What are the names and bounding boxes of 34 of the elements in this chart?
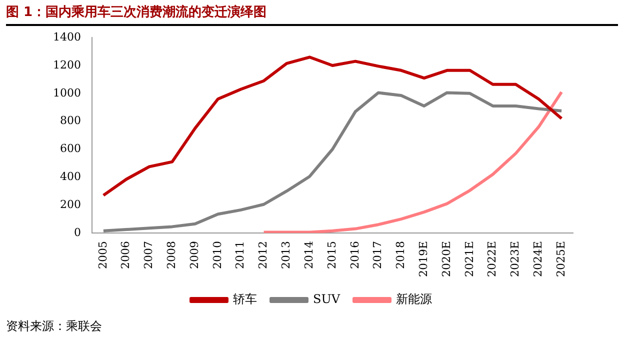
x-tick-label: 2011 [234, 240, 247, 269]
x-tick-label: 2005 [96, 240, 110, 269]
y-tick-label: 600 [60, 142, 81, 156]
legend-label: SUV [313, 292, 340, 306]
y-tick-label: 1200 [52, 58, 81, 72]
x-tick-label: 2017 [371, 240, 384, 269]
x-tick-label: 2009 [188, 240, 201, 269]
x-tick-label: 2018 [394, 240, 408, 269]
legend-label: 轿车 [233, 292, 257, 306]
x-tick-label: 2012 [256, 240, 270, 269]
x-tick-label: 2008 [165, 240, 178, 269]
x-tick-label: 2015 [325, 240, 338, 269]
y-tick-label: 400 [60, 170, 81, 184]
x-tick-label: 2022E [486, 240, 499, 278]
y-tick-label: 1000 [52, 86, 81, 100]
x-tick-label: 2023E [508, 240, 522, 278]
x-tick-label: 2014 [302, 240, 316, 269]
x-tick-label: 2010 [210, 240, 224, 269]
x-tick-label: 2020E [440, 240, 453, 278]
x-tick-label: 2016 [348, 240, 362, 269]
x-tick-label: 2013 [280, 240, 293, 269]
x-tick-label: 2006 [119, 240, 132, 269]
text: 资料来源：乘联会 [6, 318, 102, 335]
x-tick-label: 2019E [416, 240, 430, 278]
legend-label: 新能源 [396, 292, 432, 306]
y-tick-label: 800 [60, 114, 81, 128]
y-tick-label: 0 [74, 226, 81, 239]
x-tick-label: 2007 [142, 240, 156, 269]
x-tick-label: 2025E [554, 240, 568, 278]
x-tick-label: 2021E [462, 240, 476, 278]
y-tick-label: 1400 [52, 30, 81, 44]
x-tick-label: 2024E [532, 240, 544, 278]
chart-title: 图 1：国内乘用车三次消费潮流的变迁演绎图 [6, 3, 618, 26]
y-tick-label: 200 [60, 198, 81, 211]
